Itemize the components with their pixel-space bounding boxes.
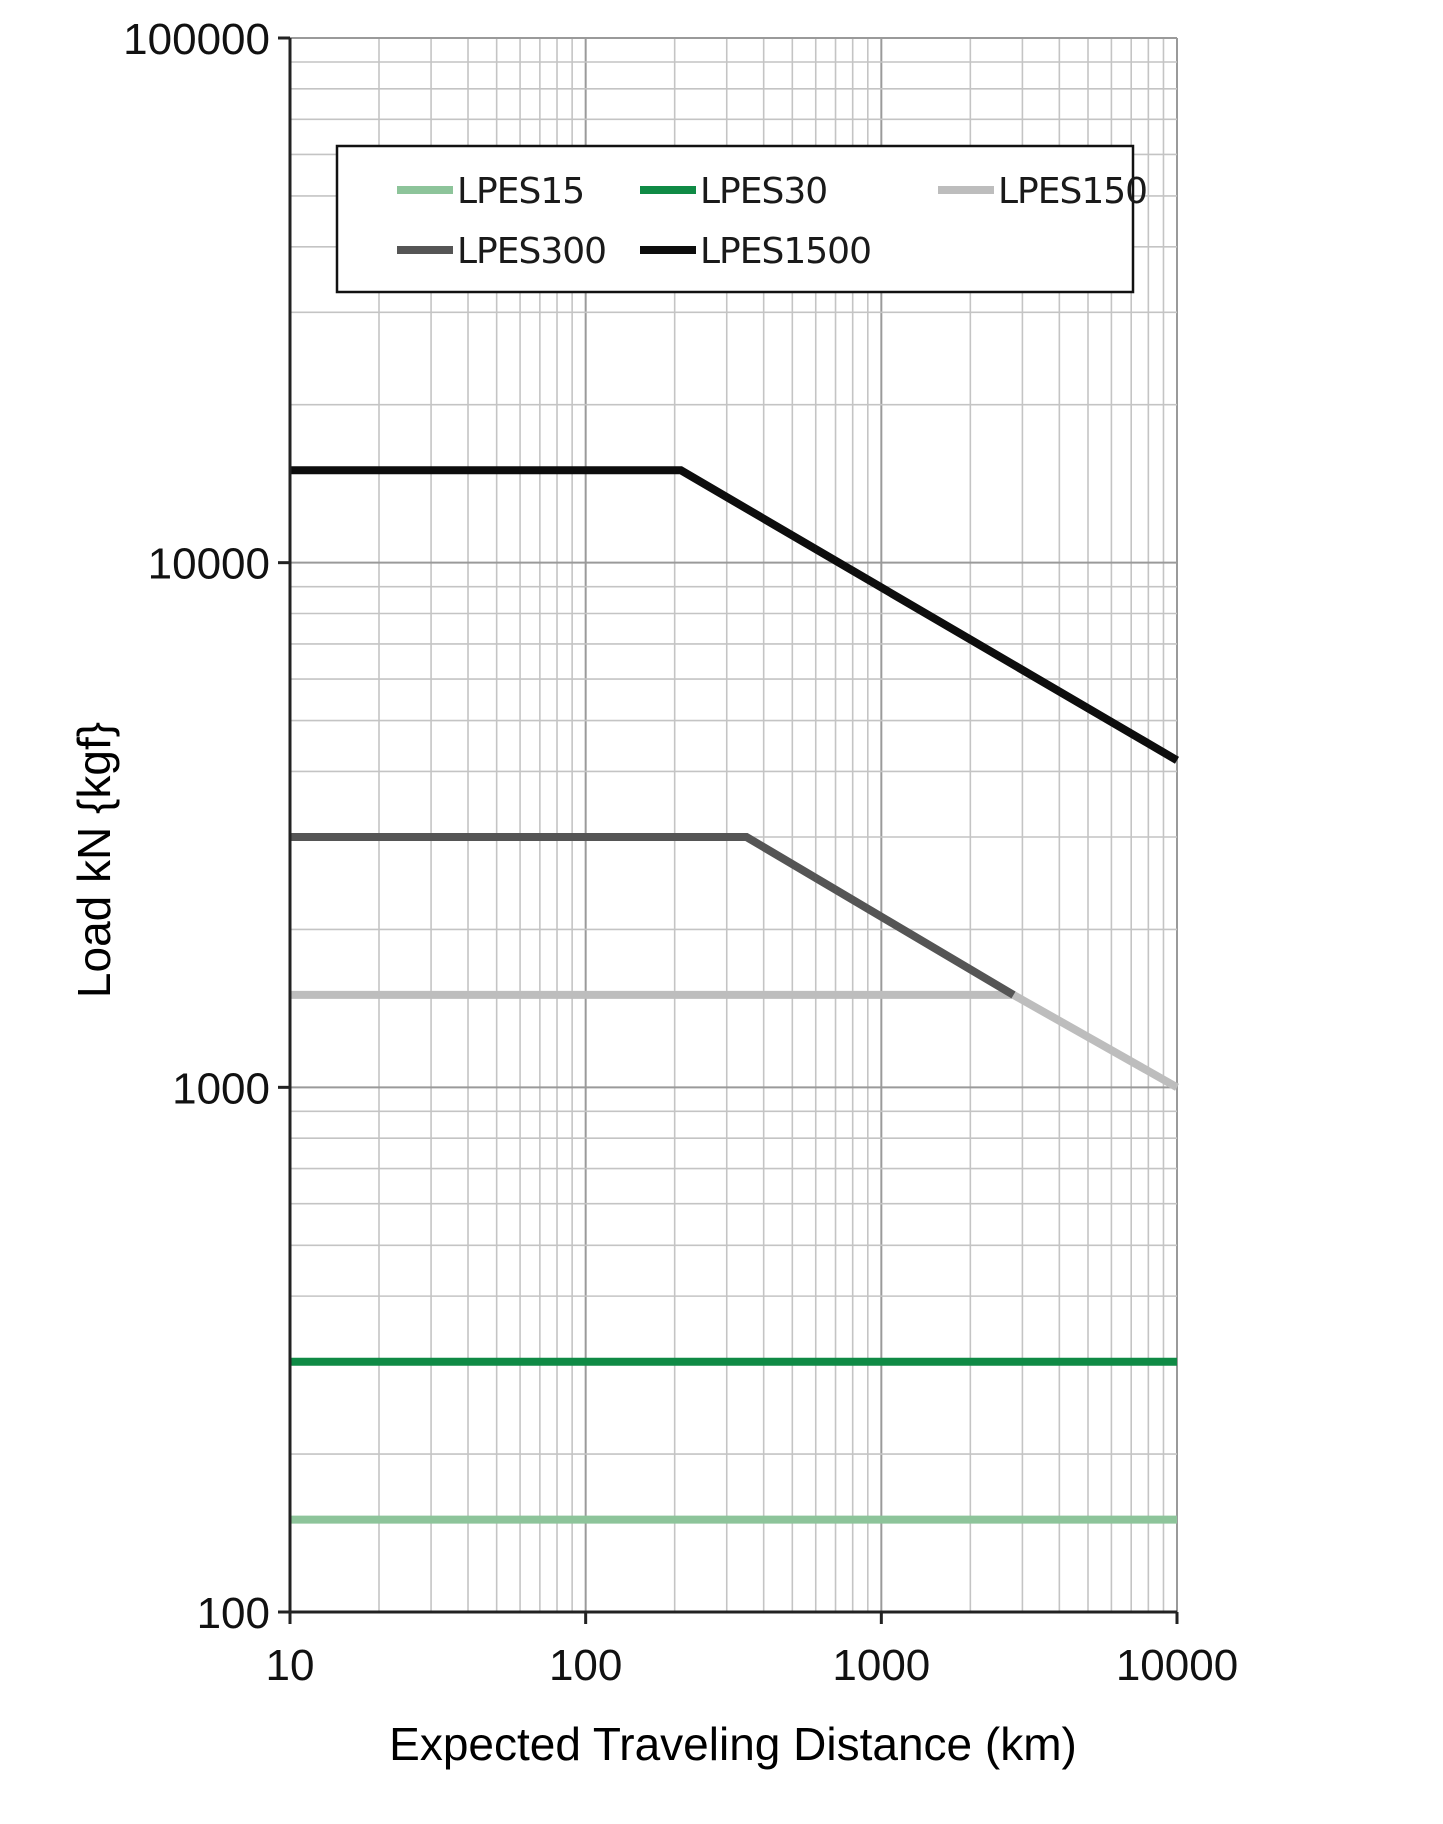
legend-label-lpes15: LPES15 [457, 171, 584, 212]
legend-box [335, 144, 1135, 294]
legend: LPES15 LPES30 LPES150 LPES300 LPES1500 [335, 144, 1148, 294]
series-lines [290, 466, 1180, 1524]
x-tick-label: 100 [549, 1641, 622, 1690]
y-tick-label: 100000 [123, 15, 270, 64]
x-tick-label: 10000 [1116, 1641, 1238, 1690]
y-tick-label: 1000 [172, 1064, 270, 1113]
series-line-lpes300 [290, 833, 1016, 999]
grid [290, 37, 1178, 1612]
legend-label-lpes1500: LPES1500 [700, 231, 871, 272]
legend-label-lpes30: LPES30 [700, 171, 827, 212]
series-line-lpes150 [290, 990, 1179, 1091]
y-tick-label: 10000 [148, 540, 270, 589]
y-tick-label: 100 [197, 1589, 270, 1638]
legend-label-lpes300: LPES300 [457, 231, 606, 272]
axes [278, 36, 1179, 1624]
x-axis-title: Expected Traveling Distance (km) [389, 1718, 1077, 1770]
y-axis-title: Load kN {kgf} [68, 722, 120, 998]
x-tick-label: 1000 [832, 1641, 930, 1690]
legend-label-lpes150: LPES150 [998, 171, 1147, 212]
x-tick-label: 10 [266, 1641, 315, 1690]
series-line-lpes1500 [290, 466, 1180, 764]
